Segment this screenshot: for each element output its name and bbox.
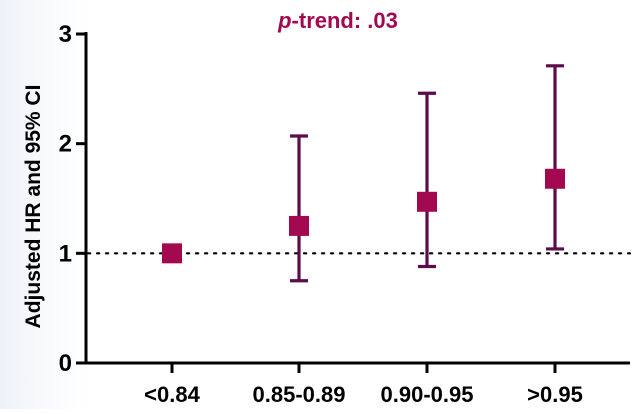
x-category-label-0: <0.84: [144, 382, 200, 407]
y-tick-label-0: 0: [59, 350, 72, 377]
y-tick-label-3: 3: [59, 21, 72, 48]
p-trend-annotation: p-trend: .03: [277, 8, 398, 33]
y-tick-label-2: 2: [59, 131, 72, 158]
annotation-group: p-trend: .03: [277, 8, 398, 33]
marker-3: [545, 168, 565, 189]
markers-group: [162, 168, 565, 264]
error-bars-group: [290, 64, 564, 283]
y-tick-label-1: 1: [59, 240, 72, 267]
p-trend-italic-p: p: [277, 8, 291, 33]
x-category-label-1: 0.85-0.89: [253, 382, 346, 407]
marker-2: [417, 191, 437, 212]
y-axis-title-group: Adjusted HR and 95% CI: [22, 85, 45, 329]
marker-0: [162, 243, 182, 264]
p-trend-value: -trend: .03: [292, 8, 398, 33]
ticks-group: 0 1 2 3: [59, 21, 557, 377]
x-category-label-3: >0.95: [527, 382, 583, 407]
axes-group: [84, 32, 630, 365]
y-axis-title: Adjusted HR and 95% CI: [22, 85, 45, 329]
marker-1: [289, 215, 309, 236]
x-labels-group: <0.84 0.85-0.89 0.90-0.95 >0.95: [144, 382, 583, 407]
x-category-label-2: 0.90-0.95: [381, 382, 474, 407]
